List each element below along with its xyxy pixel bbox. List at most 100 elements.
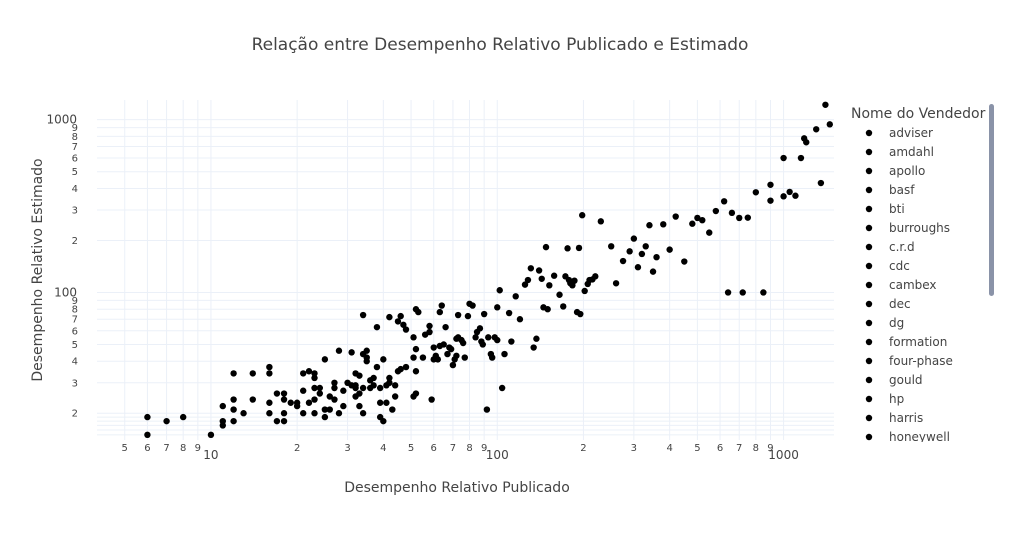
- data-point[interactable]: [207, 431, 215, 439]
- data-point[interactable]: [530, 344, 537, 351]
- data-point[interactable]: [454, 311, 462, 319]
- data-point[interactable]: [316, 390, 324, 397]
- data-point[interactable]: [516, 316, 524, 323]
- data-point[interactable]: [660, 221, 667, 228]
- legend-item[interactable]: gould: [865, 373, 923, 387]
- legend-scrollbar[interactable]: [989, 104, 994, 296]
- data-point[interactable]: [430, 344, 437, 351]
- data-point[interactable]: [316, 384, 324, 392]
- data-point[interactable]: [391, 382, 399, 389]
- legend-item[interactable]: cambex: [865, 278, 937, 292]
- data-point[interactable]: [800, 135, 808, 142]
- data-point[interactable]: [386, 379, 393, 387]
- data-point[interactable]: [449, 361, 457, 369]
- data-point[interactable]: [266, 399, 273, 406]
- data-point[interactable]: [780, 154, 787, 162]
- data-point[interactable]: [144, 413, 151, 421]
- data-point[interactable]: [744, 214, 752, 221]
- data-point[interactable]: [266, 370, 273, 377]
- data-point[interactable]: [571, 277, 578, 284]
- data-point[interactable]: [373, 323, 381, 331]
- data-point[interactable]: [597, 218, 605, 225]
- data-point[interactable]: [752, 189, 760, 196]
- data-point[interactable]: [280, 390, 288, 397]
- data-point[interactable]: [391, 393, 399, 400]
- data-point[interactable]: [694, 214, 701, 222]
- data-point[interactable]: [287, 399, 294, 406]
- legend-item[interactable]: hp: [865, 392, 904, 406]
- data-point[interactable]: [380, 356, 387, 363]
- data-point[interactable]: [508, 338, 515, 345]
- data-point[interactable]: [311, 374, 318, 382]
- data-point[interactable]: [464, 312, 472, 320]
- data-point[interactable]: [230, 406, 237, 413]
- data-point[interactable]: [653, 253, 660, 261]
- data-point[interactable]: [311, 370, 318, 377]
- data-point[interactable]: [280, 410, 288, 417]
- data-point[interactable]: [538, 275, 545, 282]
- data-point[interactable]: [564, 245, 571, 252]
- data-point[interactable]: [219, 417, 226, 425]
- data-point[interactable]: [527, 265, 535, 272]
- data-point[interactable]: [240, 410, 247, 417]
- data-point[interactable]: [706, 229, 713, 236]
- data-point[interactable]: [400, 321, 407, 328]
- data-point[interactable]: [453, 352, 460, 359]
- data-point[interactable]: [459, 339, 467, 347]
- data-point[interactable]: [560, 303, 567, 310]
- data-point[interactable]: [426, 322, 433, 330]
- data-point[interactable]: [649, 268, 657, 275]
- data-point[interactable]: [321, 413, 329, 421]
- data-point[interactable]: [469, 302, 476, 309]
- data-point[interactable]: [383, 399, 390, 406]
- data-point[interactable]: [321, 406, 329, 413]
- data-point[interactable]: [419, 354, 427, 361]
- data-point[interactable]: [249, 396, 256, 403]
- data-point[interactable]: [311, 410, 318, 417]
- data-point[interactable]: [501, 350, 508, 358]
- data-point[interactable]: [533, 335, 540, 342]
- legend-item[interactable]: basf: [865, 183, 915, 197]
- data-point[interactable]: [792, 192, 799, 199]
- data-point[interactable]: [415, 308, 422, 316]
- data-point[interactable]: [299, 387, 307, 394]
- data-point[interactable]: [550, 272, 558, 279]
- data-point[interactable]: [359, 384, 367, 392]
- data-point[interactable]: [444, 350, 451, 358]
- data-point[interactable]: [386, 374, 393, 382]
- data-point[interactable]: [397, 312, 404, 320]
- data-point[interactable]: [352, 382, 359, 389]
- data-point[interactable]: [230, 396, 237, 403]
- data-point[interactable]: [305, 368, 313, 375]
- data-point[interactable]: [521, 281, 529, 288]
- data-point[interactable]: [619, 257, 627, 265]
- legend-item[interactable]: formation: [865, 335, 948, 349]
- data-point[interactable]: [397, 365, 404, 373]
- data-point[interactable]: [712, 207, 720, 215]
- data-point[interactable]: [410, 334, 417, 341]
- data-point[interactable]: [380, 417, 387, 425]
- data-point[interactable]: [813, 126, 820, 133]
- data-point[interactable]: [442, 323, 449, 331]
- data-point[interactable]: [436, 308, 444, 316]
- data-point[interactable]: [797, 154, 805, 162]
- data-point[interactable]: [826, 121, 833, 128]
- data-point[interactable]: [340, 387, 347, 394]
- data-point[interactable]: [638, 250, 646, 258]
- data-point[interactable]: [480, 310, 488, 318]
- data-point[interactable]: [179, 413, 187, 421]
- data-point[interactable]: [359, 311, 367, 319]
- data-point[interactable]: [373, 363, 381, 371]
- data-point[interactable]: [488, 354, 496, 361]
- data-point[interactable]: [321, 356, 329, 363]
- data-point[interactable]: [546, 282, 553, 289]
- data-point[interactable]: [767, 197, 774, 204]
- data-point[interactable]: [579, 212, 586, 219]
- legend-item[interactable]: c.r.d: [865, 240, 915, 254]
- legend-item[interactable]: apollo: [865, 164, 926, 178]
- data-point[interactable]: [607, 243, 615, 250]
- data-point[interactable]: [476, 325, 484, 332]
- legend-item[interactable]: four-phase: [865, 354, 953, 368]
- data-point[interactable]: [720, 198, 728, 205]
- data-point[interactable]: [311, 396, 318, 403]
